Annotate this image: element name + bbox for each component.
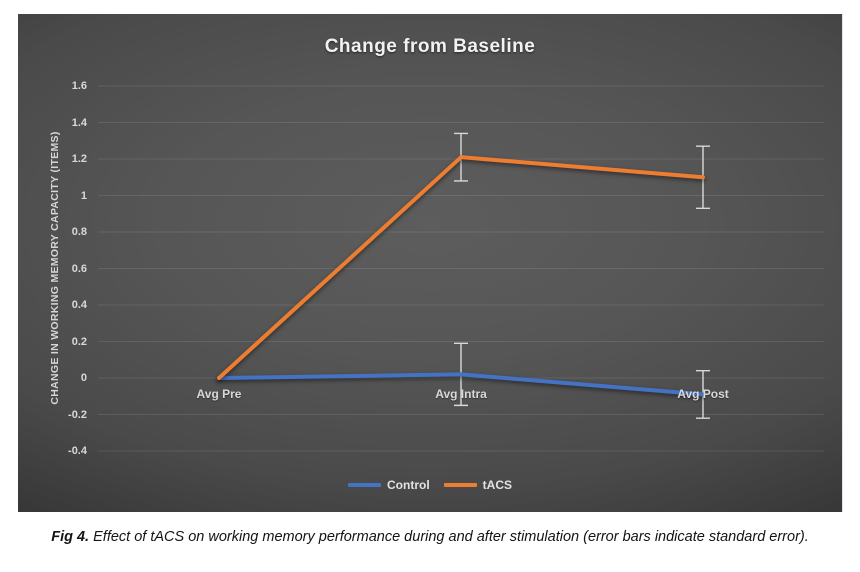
y-tick-label: 1.6 [71,80,87,92]
y-tick-label: 1.4 [71,116,87,129]
x-axis-label-avg-post: Avg Post [677,387,729,401]
y-tick-label: 1 [80,189,87,202]
chart-legend: Control tACS [18,478,842,492]
series-line-tacs [217,155,705,380]
figure-caption-prefix: Fig 4. [51,529,90,545]
x-axis-label-avg-intra: Avg Intra [435,387,487,401]
legend-label-tacs: tACS [482,478,512,492]
legend-item-tacs: tACS [443,478,512,492]
y-tick-label: 0.2 [71,335,87,348]
y-tick-label: 1.2 [71,153,87,165]
plot-canvas [98,85,824,452]
series-line-control [217,372,705,397]
figure-chart-area: Change from Baseline CHANGE IN WORKING M… [18,14,843,512]
tacs-line-swatch [443,483,477,487]
legend-item-control: Control [348,478,430,492]
legend-label-control: Control [387,478,430,492]
y-tick-label: 0.4 [71,299,87,311]
figure-caption-text: Effect of tACS on working memory perform… [89,529,809,545]
y-tick-label: -0.2 [68,408,87,421]
x-axis-label-avg-pre: Avg Pre [196,387,242,401]
y-tick-label: 0.8 [71,226,87,238]
y-tick-label: -0.4 [68,445,87,457]
y-tick-label: 0 [80,372,87,384]
chart-title: Change from Baseline [324,36,536,57]
y-tick-label: 0.6 [71,262,87,275]
figure-caption: Fig 4. Effect of tACS on working memory … [0,529,860,545]
control-line-swatch [348,483,381,487]
